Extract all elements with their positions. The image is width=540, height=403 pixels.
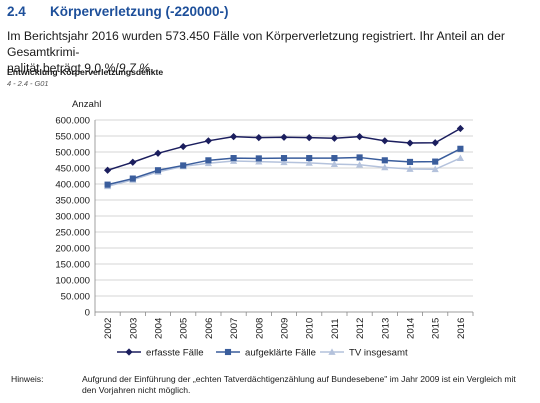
section-number: 2.4 — [7, 4, 26, 19]
x-tick-label: 2002 — [103, 318, 114, 339]
data-point-series-1 — [204, 137, 212, 145]
data-point-series-2 — [205, 157, 212, 164]
data-point-series-2 — [356, 154, 363, 161]
data-point-series-1 — [381, 137, 389, 145]
y-tick-label: 500.000 — [55, 147, 90, 158]
data-point-series-1 — [330, 134, 338, 142]
y-tick-label: 0 — [85, 307, 90, 318]
data-point-series-1 — [129, 158, 137, 166]
x-tick-label: 2004 — [154, 317, 165, 339]
data-point-series-2 — [104, 181, 111, 188]
x-tick-label: 2003 — [128, 318, 139, 339]
data-point-series-2 — [306, 155, 313, 162]
x-tick-label: 2013 — [380, 318, 391, 339]
data-point-series-2 — [432, 158, 439, 165]
data-point-series-2 — [154, 167, 162, 174]
intro-paragraph: Im Berichtsjahr 2016 wurden 573.450 Fäll… — [7, 28, 529, 76]
data-point-series-2 — [331, 155, 338, 162]
data-point-series-2 — [129, 175, 136, 182]
x-tick-label: 2005 — [179, 318, 190, 339]
intro-line-1: Im Berichtsjahr 2016 wurden 573.450 Fäll… — [7, 29, 505, 59]
section-title: Körperverletzung (-220000-) — [50, 4, 229, 19]
data-point-series-2 — [180, 162, 187, 169]
x-tick-label: 2008 — [254, 318, 265, 339]
y-tick-label: 400.000 — [55, 179, 90, 190]
hint-text: Aufgrund der Einführung der „echten Tatv… — [82, 374, 516, 395]
legend-label-3: TV insgesamt — [349, 347, 408, 358]
y-tick-label: 450.000 — [55, 163, 90, 174]
data-point-series-1 — [230, 133, 238, 141]
data-point-series-1 — [305, 134, 313, 142]
y-tick-label: 50.000 — [61, 291, 90, 302]
figure-code: 4 - 2.4 - G01 — [7, 79, 49, 88]
data-point-series-1 — [406, 139, 414, 147]
y-tick-label: 300.000 — [55, 211, 90, 222]
data-point-series-2 — [381, 157, 388, 164]
data-point-series-2 — [230, 155, 237, 162]
data-point-series-3 — [431, 165, 439, 173]
data-point-series-3 — [330, 160, 338, 168]
data-point-series-3 — [456, 154, 464, 161]
data-point-series-2 — [280, 155, 288, 162]
data-point-series-1 — [280, 133, 288, 141]
x-tick-label: 2014 — [406, 317, 417, 339]
hint-label: Hinweis: — [11, 374, 44, 384]
y-tick-label: 150.000 — [55, 259, 90, 270]
intro-line-2-italic: 9,7 % — [118, 61, 150, 75]
line-chart: Anzahl 0 50.000 100.000 150.000 200.000 250.00… — [55, 99, 474, 358]
intro-line-2: nalität beträgt 9,0 %/9,7 %. — [7, 60, 529, 76]
x-tick-label: 2016 — [456, 318, 467, 339]
legend-label-1: erfasste Fälle — [146, 347, 204, 358]
data-point-series-3 — [381, 163, 389, 171]
y-tick-label: 550.000 — [55, 131, 90, 142]
data-point-series-1 — [356, 133, 364, 141]
data-point-series-1 — [104, 166, 112, 174]
data-point-series-1 — [431, 139, 439, 147]
y-tick-label: 250.000 — [55, 227, 90, 238]
legend-marker-1 — [125, 348, 133, 356]
intro-line-2-end: . — [149, 61, 154, 75]
y-axis-title: Anzahl — [72, 99, 101, 110]
data-point-series-3 — [356, 161, 364, 168]
legend-marker-3 — [328, 348, 336, 355]
x-tick-label: 2006 — [204, 318, 215, 339]
x-tick-label: 2011 — [330, 318, 341, 339]
data-point-series-3 — [406, 165, 414, 172]
data-point-series-2 — [457, 145, 464, 152]
section-header: 2.4 Körperverletzung (-220000-) — [7, 4, 527, 24]
data-point-series-1 — [255, 134, 263, 142]
intro-line-2-start: nalität beträgt 9,0 %/ — [7, 61, 119, 75]
x-tick-label: 2015 — [431, 318, 442, 339]
y-tick-label: 100.000 — [55, 275, 90, 286]
data-point-series-1 — [154, 149, 162, 157]
y-tick-label: 600.000 — [55, 115, 90, 126]
x-tick-label: 2010 — [305, 318, 316, 339]
legend-marker-2 — [224, 348, 232, 356]
data-point-series-3 — [305, 159, 313, 166]
data-point-series-1 — [456, 124, 464, 133]
x-tick-label: 2007 — [229, 318, 240, 339]
y-tick-label: 200.000 — [55, 243, 90, 254]
legend-label-2: aufgeklärte Fälle — [245, 347, 316, 358]
data-point-series-1 — [179, 142, 187, 151]
x-tick-label: 2009 — [280, 318, 291, 339]
data-point-series-2 — [255, 155, 262, 162]
figure-title: Entwicklung Körperverletzungsdelikte — [7, 67, 164, 77]
data-point-series-3 — [280, 158, 288, 166]
y-tick-label: 350.000 — [55, 195, 90, 206]
data-point-series-2 — [406, 158, 414, 165]
x-tick-label: 2012 — [355, 318, 366, 339]
